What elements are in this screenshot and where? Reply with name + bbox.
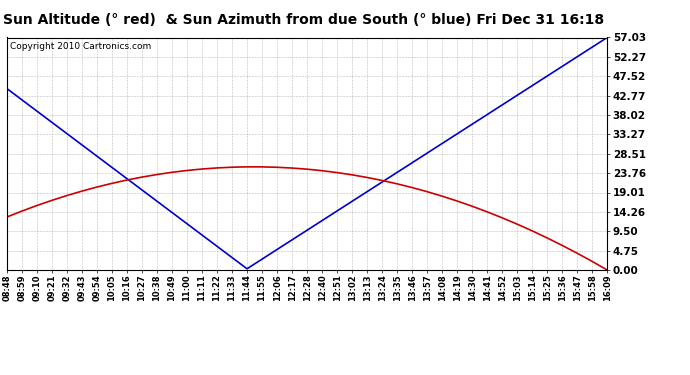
- Text: Sun Altitude (° red)  & Sun Azimuth from due South (° blue) Fri Dec 31 16:18: Sun Altitude (° red) & Sun Azimuth from …: [3, 13, 604, 27]
- Text: Copyright 2010 Cartronics.com: Copyright 2010 Cartronics.com: [10, 42, 151, 51]
